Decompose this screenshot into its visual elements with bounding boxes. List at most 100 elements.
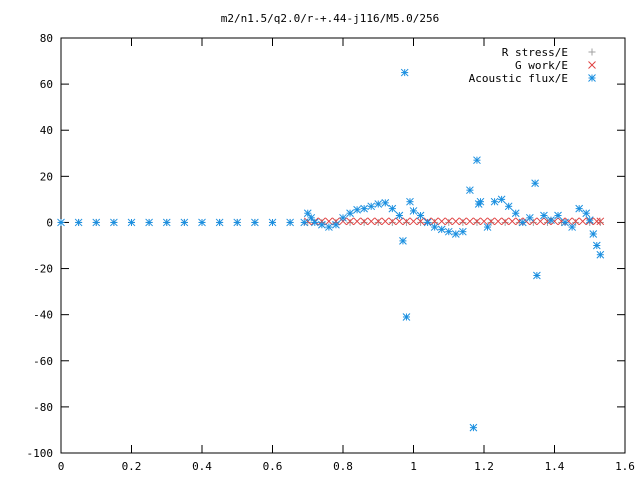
data-point [540,211,548,220]
series-2 [57,68,605,432]
data-point [374,218,382,226]
x-tick-label: 0.4 [192,460,212,473]
data-point [473,217,481,226]
data-point [162,218,171,227]
data-point [325,223,333,231]
data-point [360,217,369,226]
data-point [423,218,432,227]
data-point [317,220,326,229]
data-point [395,211,404,220]
x-tick-label: 1.4 [545,460,565,473]
y-tick-label: 0 [46,216,53,229]
x-tick-label: 0 [58,460,65,473]
data-point [458,217,467,226]
data-point [416,217,425,226]
y-axis: 80 60 40 20 0 -20 -40 -60 -80 -100 [27,32,625,460]
data-point [469,423,478,432]
y-tick-label: 40 [40,124,53,137]
series-1 [303,217,605,226]
data-point [400,68,409,77]
data-point [367,217,376,226]
legend-label: R stress/E [502,46,568,59]
data-point [300,218,309,227]
data-point [501,217,510,226]
data-point [578,217,587,226]
data-point [504,202,513,211]
data-point [582,209,591,218]
data-point [518,218,527,227]
data-point [533,271,541,280]
data-point [339,213,347,222]
data-point [395,217,404,226]
data-point [374,217,383,226]
x-tick-label: 1.6 [615,460,635,473]
data-point [476,197,485,206]
data-point [198,218,206,227]
data-point [417,218,425,226]
legend-label: Acoustic flux/E [469,72,568,85]
data-point [487,218,495,226]
x-tick-label: 1 [410,460,417,473]
data-point [572,218,580,226]
data-point [346,218,354,226]
x-axis: 0 0.2 0.4 0.6 0.8 1 1.2 1.4 1.6 [58,38,635,473]
data-point [353,217,361,226]
data-points [57,68,605,432]
data-point [74,218,83,227]
y-tick-label: -20 [33,263,53,276]
data-point [381,217,390,226]
data-point [402,313,411,321]
data-point [554,211,562,220]
data-point [437,217,446,226]
y-tick-label: -80 [33,401,53,414]
data-point [233,218,242,227]
data-point [568,223,576,231]
legend-label: G work/E [515,59,568,72]
data-point [110,218,118,227]
data-point [346,217,354,226]
data-point [325,217,333,226]
data-point [511,209,520,218]
data-point [437,225,446,234]
legend-marker [588,61,596,69]
data-point [466,217,474,226]
data-point [353,205,361,214]
y-tick-label: 60 [40,78,53,91]
data-point [406,197,414,206]
y-tick-label: 80 [40,32,53,45]
data-point [508,217,517,226]
data-point [592,241,601,250]
data-point [589,230,598,238]
data-point [430,217,439,226]
data-point [466,186,474,195]
data-point [531,179,539,188]
data-point [286,218,294,227]
y-tick-label: -40 [33,309,53,322]
x-tick-label: 0.2 [122,460,142,473]
data-point [388,217,397,226]
data-point [561,218,569,227]
data-point [451,217,460,226]
data-point [388,204,397,213]
legend-marker [588,74,596,82]
data-point [57,218,65,227]
data-point [444,217,453,226]
data-point [480,217,488,226]
data-point [483,223,492,231]
data-point [525,213,534,222]
data-point [251,218,259,227]
data-point [497,195,506,204]
data-point [388,218,396,226]
y-tick-label: -100 [27,447,54,460]
data-point [92,218,101,227]
data-point [332,220,340,229]
x-tick-label: 0.6 [263,460,283,473]
data-point [360,218,368,226]
legend-marker [588,48,596,56]
data-point [494,217,502,226]
data-point [374,200,383,208]
data-point [416,211,425,220]
data-point [381,198,390,207]
plot-frame [60,37,626,454]
